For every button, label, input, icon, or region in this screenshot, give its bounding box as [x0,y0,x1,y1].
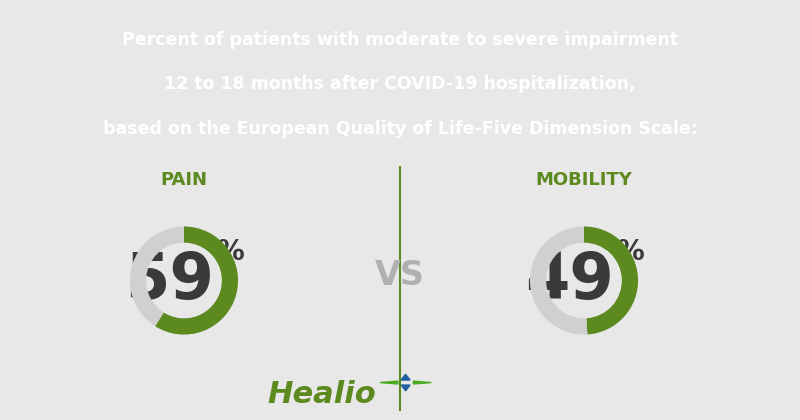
Text: Percent of patients with moderate to severe impairment: Percent of patients with moderate to sev… [122,32,678,50]
Polygon shape [414,381,431,384]
Text: %: % [617,238,644,266]
Wedge shape [530,226,587,335]
Text: Healio: Healio [267,380,376,409]
Text: VS: VS [375,259,425,292]
Text: 49: 49 [525,249,614,312]
Wedge shape [155,226,238,335]
Text: MOBILITY: MOBILITY [535,171,633,189]
Text: 59: 59 [125,249,214,312]
Text: %: % [217,238,244,266]
Wedge shape [130,226,184,326]
Wedge shape [584,226,638,334]
Polygon shape [380,381,398,384]
Text: 12 to 18 months after COVID-19 hospitalization,: 12 to 18 months after COVID-19 hospitali… [164,75,636,93]
Polygon shape [401,374,410,380]
Polygon shape [401,385,410,391]
Text: based on the European Quality of Life-Five Dimension Scale:: based on the European Quality of Life-Fi… [102,121,698,138]
Text: PAIN: PAIN [161,171,207,189]
